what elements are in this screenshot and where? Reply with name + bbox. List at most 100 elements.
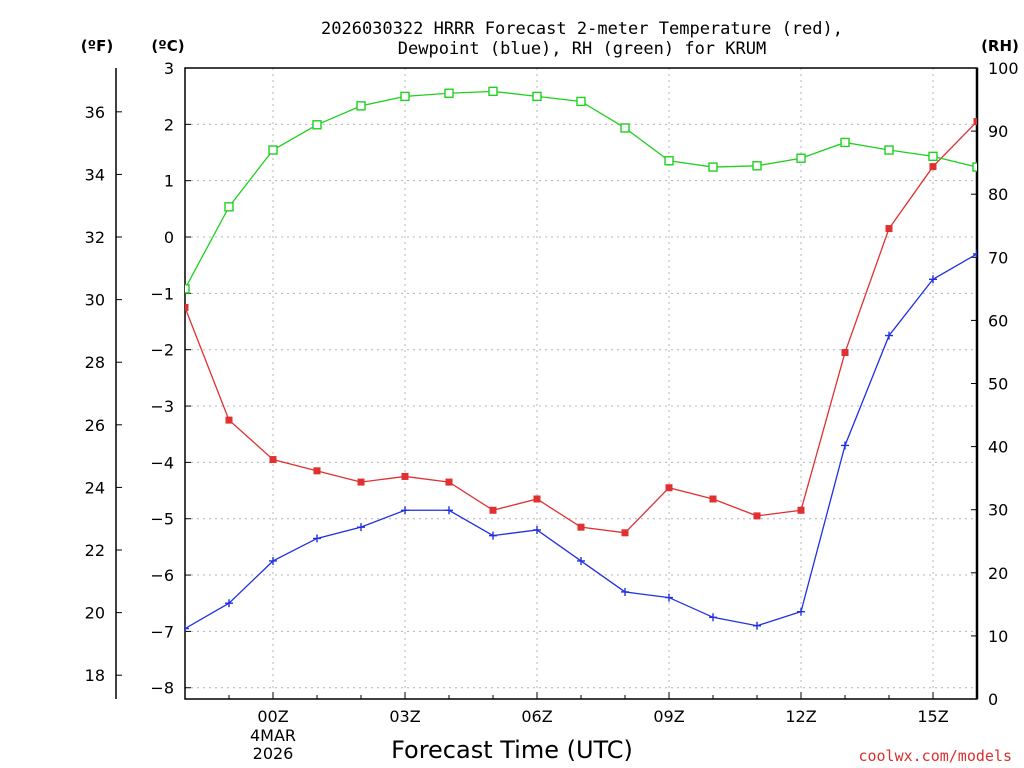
- 2-meter-temperature-point: [577, 523, 585, 531]
- x-tick-label: 15Z: [917, 707, 948, 726]
- dewpoint-point: [357, 523, 365, 532]
- 2-meter-temperature-point: [445, 478, 453, 486]
- dewpoint-point: [929, 275, 937, 284]
- celsius-tick-label: −6: [150, 566, 174, 585]
- dewpoint-point: [185, 624, 189, 633]
- dewpoint-point: [533, 525, 541, 534]
- dewpoint-point: [445, 506, 453, 515]
- celsius-tick-label: −3: [150, 397, 174, 416]
- rh-point: [576, 96, 586, 107]
- dewpoint-point: [621, 587, 629, 596]
- rh-tick-label: 30: [988, 501, 1008, 520]
- dewpoint-point: [797, 607, 805, 616]
- rh-point: [796, 153, 806, 163]
- rh-point: [444, 88, 454, 98]
- 2-meter-temperature-point: [225, 416, 233, 424]
- rh-tick-label: 70: [988, 248, 1008, 267]
- 2-meter-temperature-point: [1018, 93, 1024, 100]
- rh-point: [928, 151, 938, 162]
- dewpoint-point: [225, 599, 233, 608]
- rh-point: [708, 162, 718, 172]
- fahrenheit-tick-label: 22: [85, 541, 105, 560]
- celsius-tick-label: 2: [164, 115, 174, 134]
- dewpoint-point: [489, 531, 497, 540]
- rh-point: [840, 137, 850, 148]
- rh-tick-label: 100: [988, 59, 1019, 78]
- celsius-tick-label: 1: [164, 172, 174, 191]
- rh-tick-label: 20: [988, 564, 1008, 583]
- fahrenheit-tick-label: 28: [85, 353, 105, 372]
- 2-meter-temperature-point: [185, 303, 189, 311]
- axis-ticks: −8 −7 −6 −5 −4 −3 −2 −1 0 1 2 3 18 20 22 24 26 28 30 32 34 36…: [85, 59, 1019, 763]
- dewpoint-point: [841, 441, 849, 450]
- celsius-unit-label: (ºC): [151, 37, 184, 55]
- fahrenheit-tick-label: 18: [85, 666, 105, 685]
- 2-meter-temperature-line: [185, 120, 977, 534]
- rh-point: [185, 284, 190, 294]
- celsius-tick-label: −5: [150, 510, 174, 529]
- 2-meter-temperature-point: [709, 495, 717, 503]
- celsius-tick-label: 0: [164, 228, 174, 247]
- 2-meter-temperature-point: [401, 472, 409, 480]
- celsius-tick-label: −8: [150, 679, 174, 698]
- dewpoint-point: [753, 621, 761, 630]
- celsius-tick-label: −1: [150, 284, 174, 303]
- x-tick-label: 12Z: [785, 707, 816, 726]
- rh-point: [356, 101, 366, 111]
- x-tick-date-label: 4MAR: [250, 726, 296, 745]
- rh-point: [664, 156, 674, 166]
- dewpoint-point: [709, 613, 717, 622]
- dewpoint-point: [269, 556, 277, 565]
- chart-title-line2: Dewpoint (blue), RH (green) for KRUM: [398, 39, 766, 59]
- x-axis-label: Forecast Time (UTC): [391, 736, 633, 764]
- fahrenheit-unit-label: (ºF): [81, 37, 113, 55]
- x-tick-label: 09Z: [653, 707, 684, 726]
- fahrenheit-tick-label: 36: [85, 103, 105, 122]
- dewpoint-point: [665, 593, 673, 602]
- fahrenheit-tick-label: 26: [85, 416, 105, 435]
- chart-title-line1: 2026030322 HRRR Forecast 2-meter Tempera…: [321, 19, 843, 39]
- dewpoint-point: [313, 534, 321, 543]
- fahrenheit-tick-label: 20: [85, 604, 105, 623]
- rh-point: [532, 91, 542, 102]
- 2-meter-temperature-point: [489, 506, 497, 514]
- rh-point: [972, 162, 977, 172]
- dewpoint-point: [973, 249, 977, 258]
- series-layer: [185, 86, 1024, 633]
- celsius-tick-label: −7: [150, 622, 174, 641]
- rh-tick-label: 0: [988, 690, 998, 709]
- grid-lines: [185, 68, 977, 699]
- celsius-tick-label: −4: [150, 453, 174, 472]
- rh-point: [488, 86, 498, 97]
- credit-link[interactable]: coolwx.com/models: [858, 747, 1012, 765]
- 2-meter-temperature-point: [269, 456, 277, 464]
- dewpoint-point: [577, 556, 585, 565]
- rh-tick-label: 10: [988, 627, 1008, 646]
- dewpoint-point: [885, 331, 893, 340]
- 2-meter-temperature-point: [665, 484, 673, 492]
- 2-meter-temperature-point: [973, 118, 977, 126]
- celsius-tick-label: 3: [164, 59, 174, 78]
- rh-tick-label: 50: [988, 375, 1008, 394]
- x-tick-label: 00Z: [257, 707, 288, 726]
- 2-meter-temperature-point: [313, 467, 321, 475]
- rh-point: [1017, 168, 1024, 176]
- rh-point: [400, 91, 410, 102]
- 2-meter-temperature-point: [797, 506, 805, 514]
- 2-meter-temperature-point: [841, 349, 849, 357]
- rh-point: [224, 202, 234, 212]
- rh-tick-label: 60: [988, 311, 1008, 330]
- 2-meter-temperature-point: [929, 163, 937, 171]
- dewpoint-point: [1017, 230, 1024, 238]
- dewpoint-point: [401, 506, 409, 515]
- x-tick-date-label: 2026: [253, 744, 294, 763]
- fahrenheit-tick-label: 30: [85, 291, 105, 310]
- fahrenheit-tick-label: 34: [85, 165, 105, 184]
- dewpoint-line: [185, 253, 977, 630]
- rh-tick-label: 90: [988, 122, 1008, 141]
- rh-unit-label: (RH): [981, 37, 1019, 55]
- rh-point: [268, 145, 278, 155]
- x-tick-label: 03Z: [389, 707, 420, 726]
- plot-frame: [184, 67, 978, 700]
